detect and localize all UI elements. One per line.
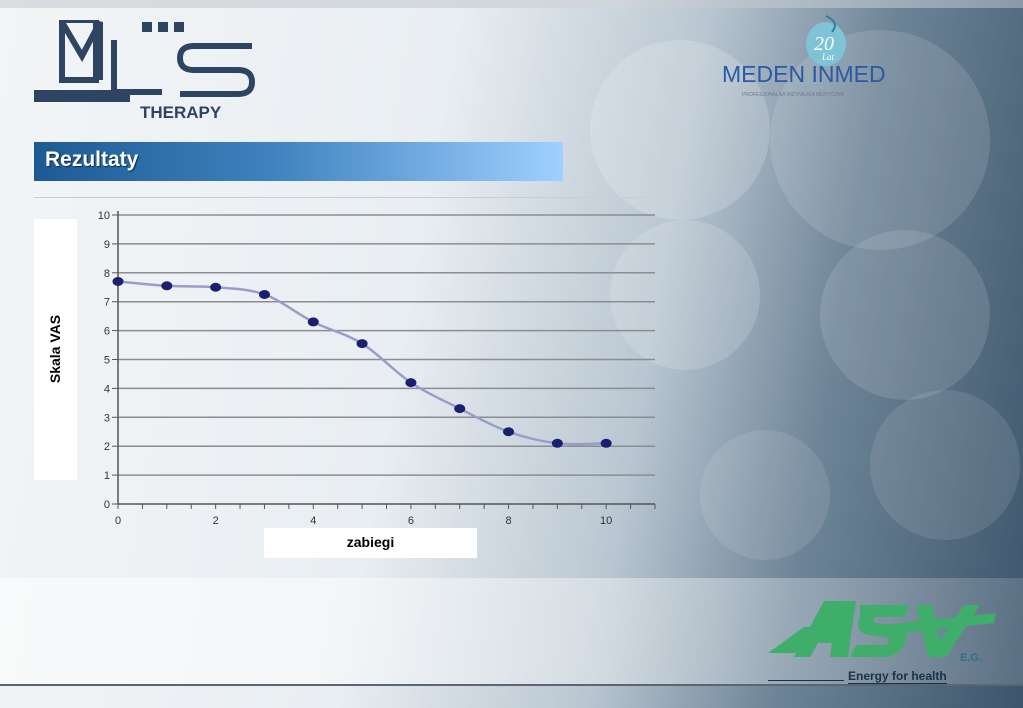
decor-circle xyxy=(820,230,990,400)
y-tick-label: 1 xyxy=(104,470,110,482)
y-tick-label: 5 xyxy=(104,355,110,367)
data-point xyxy=(600,438,612,448)
y-tick-label: 9 xyxy=(104,239,110,251)
meden-inmed-tagline: PROFESJONALNA INŻYNIERIA MEDYCZNA xyxy=(742,91,845,98)
y-tick-label: 7 xyxy=(104,297,110,309)
decor-circle xyxy=(700,430,830,560)
y-tick-label: 4 xyxy=(104,383,110,395)
x-tick-label: 10 xyxy=(600,515,612,527)
x-axis-label-box: zabiegi xyxy=(264,528,477,558)
asg-logo: E.G. xyxy=(768,601,996,664)
meden-inmed-wordmark: MEDEN INMED xyxy=(722,61,886,87)
data-point xyxy=(551,438,563,448)
data-point xyxy=(112,276,124,286)
x-tick-label: 4 xyxy=(310,515,316,527)
asg-tagline: Energy for health xyxy=(848,669,947,684)
x-tick-label: 6 xyxy=(408,515,414,527)
x-tick-label: 0 xyxy=(115,515,121,527)
slide-title-bar: Rezultaty xyxy=(34,142,563,181)
svg-text:20: 20 xyxy=(814,33,834,55)
data-point xyxy=(503,427,515,437)
mls-therapy-logo: THERAPY xyxy=(34,20,256,122)
x-tick-label: 8 xyxy=(505,515,511,527)
series-line xyxy=(117,280,607,446)
mls-therapy-subtext: THERAPY xyxy=(140,103,222,122)
data-point xyxy=(161,281,173,291)
decor-circle xyxy=(590,40,770,220)
svg-text:Lat: Lat xyxy=(821,52,835,62)
asg-tagline-rule xyxy=(768,680,844,681)
chart-panel xyxy=(34,197,674,576)
slide-title: Rezultaty xyxy=(45,148,139,171)
data-point xyxy=(405,378,417,388)
decor-circle xyxy=(610,220,760,370)
asg-subtext: E.G. xyxy=(960,652,982,664)
data-point xyxy=(258,289,270,299)
decor-circle xyxy=(870,390,1020,540)
footer-separator xyxy=(0,684,1023,686)
footer-band xyxy=(0,578,1023,684)
y-tick-label: 3 xyxy=(104,412,110,424)
y-tick-label: 0 xyxy=(104,499,110,511)
y-tick-label: 6 xyxy=(104,326,110,338)
data-point xyxy=(210,282,222,292)
data-point xyxy=(454,404,466,414)
meden-inmed-logo: 20 Lat MEDEN INMED PROFESJONALNA INŻYNIE… xyxy=(722,15,886,98)
x-axis-label: zabiegi xyxy=(346,534,395,550)
data-point xyxy=(356,339,368,349)
y-tick-label: 8 xyxy=(104,268,110,280)
x-tick-label: 2 xyxy=(213,515,219,527)
y-tick-label: 2 xyxy=(104,441,110,453)
y-tick-label: 10 xyxy=(98,210,110,222)
top-border xyxy=(0,0,1023,8)
data-point xyxy=(307,317,319,327)
y-axis-label-box xyxy=(34,219,77,480)
decor-circle xyxy=(770,30,990,250)
